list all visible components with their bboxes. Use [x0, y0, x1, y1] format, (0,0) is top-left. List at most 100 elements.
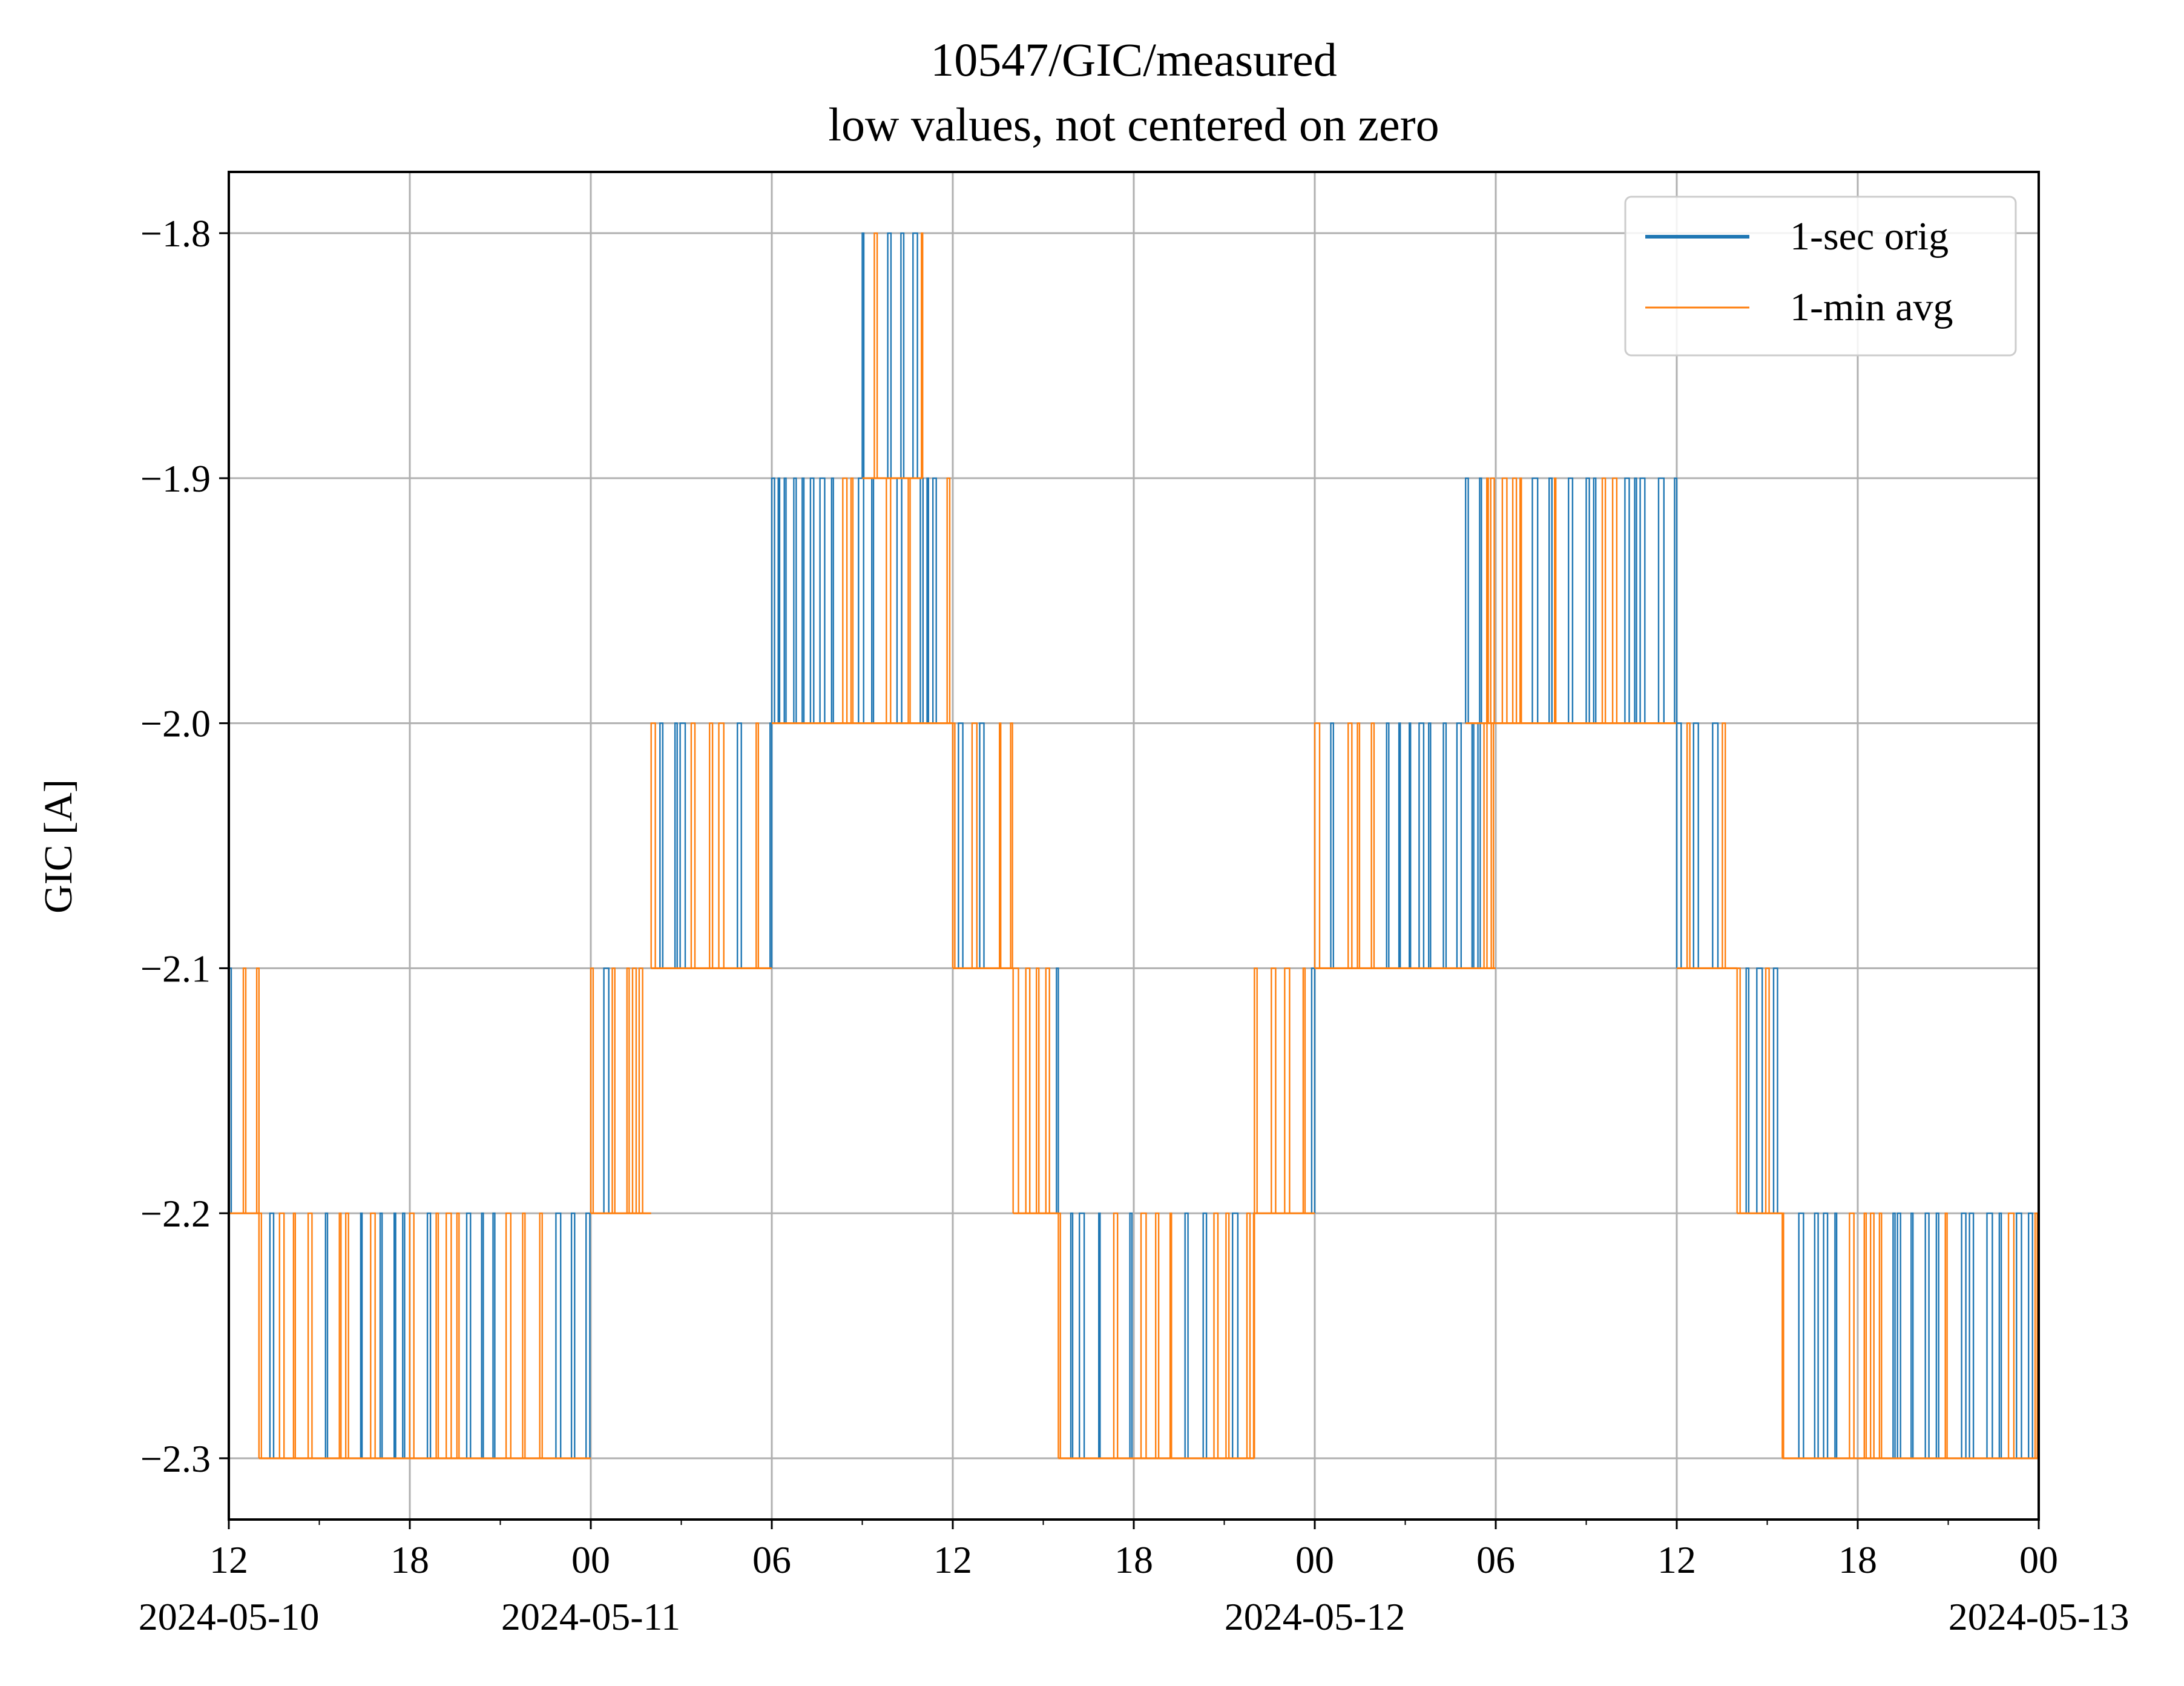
- signal-toggle: [456, 1212, 460, 1458]
- signal-toggle: [1409, 722, 1412, 969]
- signal-toggle: [1271, 967, 1277, 1214]
- signal-toggle: [1418, 722, 1425, 969]
- signal-toggle: [1501, 477, 1508, 723]
- signal-toggle: [1202, 1212, 1208, 1458]
- signal-toggle: [1692, 722, 1699, 969]
- signal-toggle: [1302, 967, 1306, 1214]
- signal-toggle: [1712, 722, 1719, 969]
- signal-toggle: [1490, 477, 1495, 723]
- x-tick-date-label: 2024-05-10: [139, 1595, 320, 1638]
- level-segment-9: [1254, 967, 1316, 1214]
- signal-toggle: [737, 722, 742, 969]
- level-segment-11: [1465, 477, 1678, 725]
- signal-toggle: [1531, 477, 1539, 723]
- level-segment-14: [1781, 1212, 2039, 1460]
- signal-toggle: [850, 477, 854, 723]
- signal-toggle: [492, 1212, 496, 1458]
- signal-toggle: [1585, 477, 1590, 723]
- signal-toggle: [1593, 477, 1597, 723]
- signal-toggle: [1442, 722, 1447, 969]
- signal-toggle: [1070, 1212, 1074, 1458]
- signal-toggle: [255, 967, 260, 1214]
- signal-toggle: [1232, 1212, 1239, 1458]
- signal-toggle: [1722, 722, 1726, 969]
- x-tick-label: 06: [752, 1538, 791, 1581]
- signal-toggle: [505, 1212, 511, 1458]
- level-segment-6: [952, 722, 1013, 969]
- signal-toggle: [370, 1212, 376, 1458]
- signal-toggle: [958, 722, 964, 969]
- signal-toggle: [1878, 1212, 1883, 1458]
- signal-toggle: [1057, 1212, 1061, 1458]
- legend: 1-sec orig 1-min avg: [1624, 196, 2017, 357]
- signal-toggle: [379, 1212, 383, 1458]
- level-segment-12: [1676, 722, 1737, 969]
- signal-toggle: [1814, 1212, 1819, 1458]
- signal-toggle: [2034, 1212, 2038, 1458]
- signal-toggle: [465, 1212, 472, 1458]
- signal-toggle: [1892, 1212, 1896, 1458]
- signal-toggle: [1910, 1212, 1914, 1458]
- signal-toggle: [1924, 1212, 1930, 1458]
- signal-toggle: [1184, 1212, 1189, 1458]
- signal-toggle: [409, 1212, 415, 1458]
- signal-toggle: [1676, 722, 1682, 969]
- signal-toggle: [360, 1212, 363, 1458]
- signal-toggle: [1781, 1212, 1784, 1458]
- signal-toggle: [631, 967, 637, 1214]
- signal-toggle: [1479, 477, 1482, 723]
- y-tick-label: −1.8: [140, 212, 211, 255]
- level-segment-1: [258, 1212, 591, 1460]
- signal-toggle: [831, 477, 834, 723]
- signal-toggle: [1129, 1212, 1133, 1458]
- signal-toggle: [912, 232, 918, 478]
- signal-toggle: [1213, 1212, 1219, 1458]
- signal-toggle: [1010, 722, 1013, 969]
- signal-toggle: [539, 1212, 543, 1458]
- signal-toggle: [932, 477, 937, 723]
- signal-toggle: [402, 1212, 406, 1458]
- signal-toggle: [638, 967, 643, 1214]
- x-tick-label: 12: [209, 1538, 248, 1581]
- signal-toggle: [1624, 477, 1630, 723]
- signal-toggle: [1834, 1212, 1838, 1458]
- signal-toggle: [1998, 1212, 2002, 1458]
- signal-toggle: [278, 1212, 285, 1458]
- signal-toggle: [926, 477, 929, 723]
- signal-toggle: [1225, 1212, 1230, 1458]
- chart-title: 10547/GIC/measured: [930, 33, 1337, 86]
- signal-toggle: [674, 722, 678, 969]
- signal-toggle: [307, 1212, 313, 1458]
- signal-toggle: [979, 722, 985, 969]
- signal-toggle: [1611, 477, 1618, 723]
- signal-toggle: [1823, 1212, 1829, 1458]
- signal-toggle: [1428, 722, 1432, 969]
- signal-toggle: [1155, 1212, 1160, 1458]
- signal-toggle: [1736, 967, 1741, 1214]
- signal-toggle: [999, 722, 1002, 969]
- axis-ticks: −1.8 −1.9 −2.0 −2.1 −2.2 −2.3 12 2024-05-10 18 00…: [139, 212, 2130, 1638]
- y-tick-label: −1.9: [140, 457, 211, 500]
- x-tick-label: 18: [1838, 1538, 1877, 1581]
- y-tick-label: −2.0: [140, 702, 211, 745]
- signal-toggle: [709, 722, 714, 969]
- signal-toggle: [1634, 477, 1637, 723]
- signal-toggle: [324, 1212, 329, 1458]
- x-tick-label: 00: [2019, 1538, 2058, 1581]
- signal-toggle: [1686, 722, 1691, 969]
- signal-toggle: [258, 1212, 262, 1458]
- signal-toggle: [2007, 1212, 2015, 1458]
- signal-toggle: [603, 967, 610, 1214]
- signal-toggle: [659, 722, 664, 969]
- signal-toggle: [1330, 722, 1334, 969]
- signal-toggle: [585, 1212, 591, 1458]
- signal-toggle: [1896, 1212, 1901, 1458]
- signal-toggle: [522, 1212, 526, 1458]
- signal-toggle: [1935, 1212, 1939, 1458]
- signal-toggle: [1347, 722, 1353, 969]
- signal-toggle: [1519, 477, 1522, 723]
- signal-toggle: [690, 722, 696, 969]
- signal-toggle: [292, 1212, 296, 1458]
- signal-toggle: [1944, 1212, 1948, 1458]
